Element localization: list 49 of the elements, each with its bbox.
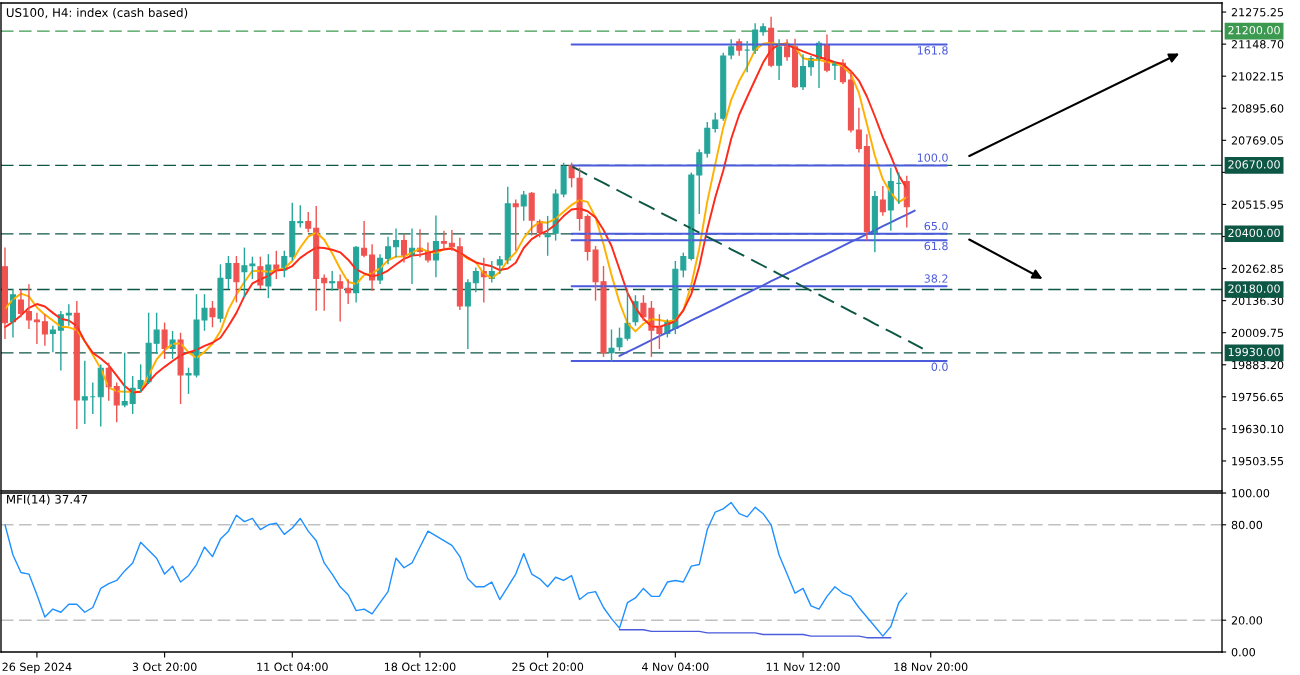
y-tick-label: 19756.65 — [1232, 392, 1284, 402]
annotation: 65.0 — [924, 221, 948, 231]
candlestick — [520, 191, 527, 221]
y-tick-label: 20262.85 — [1231, 264, 1284, 273]
y-tick-label: 20136.30 — [1231, 296, 1284, 306]
ref-line-label: 20670.00 — [1228, 160, 1280, 169]
x-tick-label: 25 Oct 20:00 — [512, 662, 584, 672]
ref-line-label: 20400.00 — [1228, 228, 1280, 238]
y-tick-label: 21275.25 — [1231, 8, 1284, 17]
candlestick — [544, 215, 551, 256]
y-tick-label: 20009.75 — [1231, 328, 1284, 338]
candlestick — [209, 301, 216, 328]
x-tick-label: 11 Oct 04:00 — [257, 662, 328, 672]
annotation: 0.0 — [931, 362, 948, 372]
candlestick — [121, 352, 128, 408]
y-tick-label: 21022.15 — [1231, 72, 1284, 81]
x-tick-label: 18 Oct 12:00 — [384, 662, 456, 672]
y-tick-label: 20769.05 — [1231, 136, 1284, 145]
x-tick-label: 26 Sep 2024 — [2, 662, 72, 674]
candlestick — [512, 199, 519, 251]
x-tick-label: 11 Nov 12:00 — [766, 662, 840, 672]
candlestick — [81, 360, 88, 425]
candlestick — [608, 329, 615, 362]
y-tick-label: 19630.10 — [1232, 424, 1284, 434]
candlestick — [233, 255, 240, 303]
y-tick-label: 100.00 — [1232, 488, 1270, 498]
annotation: 38.2 — [924, 274, 948, 283]
line-series — [618, 629, 892, 639]
candlestick — [161, 322, 168, 359]
y-tick-label: 20.00 — [1231, 616, 1263, 625]
y-tick-label: 20515.95 — [1231, 200, 1284, 209]
x-tick-label: 4 Nov 04:00 — [641, 662, 709, 672]
y-tick-label: 0.00 — [1231, 647, 1256, 657]
y-tick-label: 80.00 — [1231, 520, 1263, 530]
annotation: 61.8 — [924, 241, 948, 251]
x-tick-label: 3 Oct 20:00 — [132, 662, 197, 672]
ref-line-label: 21200.00 — [1228, 25, 1280, 35]
y-tick-label: 19883.20 — [1232, 360, 1284, 370]
chart-title: US100, H4: index (cash based) — [6, 7, 188, 19]
ref-line-label: 20180.00 — [1228, 284, 1280, 293]
chart-title: MFI(14) 37.47 — [7, 494, 88, 506]
annotation: 100.0 — [917, 153, 948, 162]
x-tick-label: 18 Nov 20:00 — [894, 662, 968, 672]
y-tick-label: 19503.55 — [1232, 456, 1284, 466]
annotation: 161.8 — [917, 46, 948, 55]
y-tick-label: 21148.70 — [1231, 40, 1284, 49]
candlestick — [728, 39, 735, 60]
ref-line-label: 19930.00 — [1228, 347, 1280, 357]
y-tick-label: 20895.60 — [1231, 104, 1284, 113]
